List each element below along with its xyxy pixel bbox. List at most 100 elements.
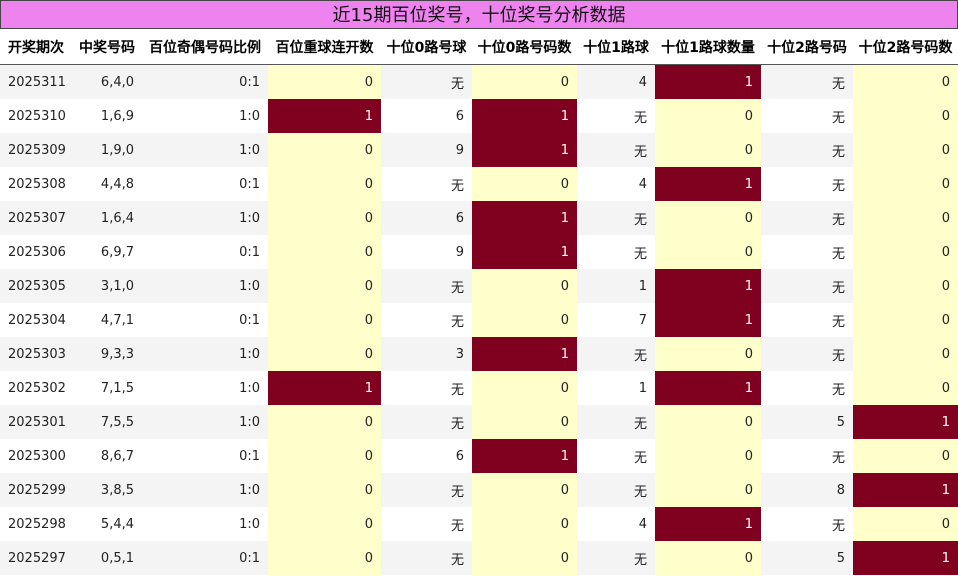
cell-hundreds-odd-even: 0:1 [239, 312, 260, 328]
cell-tens-route1-count: 0 [655, 405, 761, 439]
cell-tens-route0-ball: 无 [381, 64, 472, 99]
cell-tens-route0-ball: 6 [455, 448, 464, 464]
col-header-tens-route2-ball: 十位2路号码 [761, 29, 853, 65]
cell-winning-number: 3,1,0 [72, 269, 142, 303]
cell-tens-route2-ball: 无 [761, 133, 853, 167]
cell-tens-route0-ball: 无 [381, 541, 472, 575]
cell-tens-route2-count: 0 [853, 439, 958, 473]
cell-tens-route1-ball: 无 [577, 473, 655, 507]
cell-tens-route0-count: 0 [472, 371, 577, 405]
cell-tens-route2-count: 0 [853, 371, 958, 405]
cell-tens-route2-ball: 无 [831, 178, 845, 194]
table-row: 2025308 4,4,8 0:1 0 无 0 4 1 无 0 [0, 167, 958, 201]
cell-tens-route1-count: 0 [655, 235, 761, 269]
cell-tens-route1-count: 1 [655, 167, 761, 201]
col-header-winning-number: 中奖号码 [72, 29, 142, 65]
cell-tens-route2-ball: 5 [761, 541, 853, 575]
cell-tens-route1-count: 0 [655, 201, 761, 235]
cell-tens-route1-ball: 1 [577, 269, 655, 303]
cell-tens-route2-count: 1 [853, 473, 958, 507]
cell-tens-route2-count: 0 [853, 133, 958, 167]
cell-hundreds-odd-even: 1:0 [239, 380, 260, 396]
cell-period: 2025311 [0, 64, 72, 99]
table-row: 2025304 4,7,1 0:1 0 无 0 7 1 无 0 [0, 303, 958, 337]
cell-tens-route0-count: 0 [472, 473, 577, 507]
cell-tens-route1-ball: 7 [638, 312, 647, 328]
table-row: 2025298 5,4,4 1:0 0 无 0 4 1 无 0 [0, 507, 958, 541]
cell-tens-route2-count: 0 [853, 269, 958, 303]
cell-tens-route2-ball: 无 [761, 201, 853, 235]
cell-tens-route1-count: 1 [655, 303, 761, 337]
cell-period: 2025302 [8, 380, 66, 396]
cell-tens-route1-ball: 无 [633, 450, 647, 466]
cell-winning-number: 6,4,0 [72, 64, 142, 99]
table-row: 2025300 8,6,7 0:1 0 6 1 无 0 无 0 [0, 439, 958, 473]
cell-hundreds-odd-even: 1:0 [142, 405, 268, 439]
cell-hundreds-odd-even: 0:1 [239, 244, 260, 260]
cell-tens-route0-ball: 无 [381, 473, 472, 507]
cell-tens-route0-ball: 9 [455, 244, 464, 260]
col-header-period: 开奖期次 [0, 29, 72, 65]
cell-hundreds-repeat: 0 [268, 64, 381, 99]
cell-tens-route1-count: 1 [655, 64, 761, 99]
col-header-hundreds-repeat: 百位重球连开数 [268, 29, 381, 65]
cell-tens-route1-ball: 1 [638, 380, 647, 396]
cell-tens-route0-ball: 无 [450, 518, 464, 534]
cell-period: 2025310 [8, 108, 66, 124]
col-header-tens-route0-count: 十位0路号码数 [472, 29, 577, 65]
col-header-hundreds-odd-even: 百位奇偶号码比例 [142, 29, 268, 65]
cell-hundreds-odd-even: 0:1 [239, 448, 260, 464]
cell-tens-route0-ball: 6 [455, 108, 464, 124]
col-header-tens-route1-count: 十位1路球数量 [655, 29, 761, 65]
cell-tens-route1-count: 0 [655, 439, 761, 473]
cell-tens-route0-count: 0 [472, 507, 577, 541]
cell-hundreds-repeat: 0 [268, 507, 381, 541]
cell-winning-number: 1,9,0 [72, 133, 142, 167]
cell-tens-route0-count: 0 [472, 405, 577, 439]
cell-tens-route1-count: 1 [655, 507, 761, 541]
cell-hundreds-odd-even: 1:0 [142, 337, 268, 371]
cell-winning-number: 6,9,7 [100, 244, 134, 260]
cell-tens-route0-count: 1 [472, 235, 577, 269]
table-row: 2025301 7,5,5 1:0 0 无 0 无 0 5 1 [0, 405, 958, 439]
cell-tens-route2-count: 1 [853, 541, 958, 575]
cell-tens-route0-count: 0 [472, 303, 577, 337]
cell-winning-number: 7,1,5 [100, 380, 134, 396]
cell-tens-route1-ball: 无 [633, 110, 647, 126]
cell-tens-route2-count: 0 [853, 337, 958, 371]
cell-winning-number: 3,8,5 [72, 473, 142, 507]
cell-tens-route1-ball: 4 [638, 516, 647, 532]
cell-tens-route1-ball: 无 [577, 541, 655, 575]
cell-tens-route2-count: 0 [853, 99, 958, 133]
cell-hundreds-repeat: 0 [268, 303, 381, 337]
cell-tens-route2-count: 0 [853, 201, 958, 235]
cell-tens-route0-ball: 无 [450, 178, 464, 194]
cell-tens-route0-ball: 无 [450, 382, 464, 398]
table-row: 2025310 1,6,9 1:0 1 6 1 无 0 无 0 [0, 99, 958, 133]
cell-hundreds-repeat: 0 [268, 201, 381, 235]
cell-tens-route0-count: 0 [472, 64, 577, 99]
cell-tens-route1-count: 1 [655, 371, 761, 405]
cell-winning-number: 0,5,1 [72, 541, 142, 575]
cell-tens-route1-ball: 无 [633, 246, 647, 262]
table-row: 2025302 7,1,5 1:0 1 无 0 1 1 无 0 [0, 371, 958, 405]
cell-winning-number: 4,4,8 [100, 176, 134, 192]
cell-hundreds-repeat: 0 [268, 405, 381, 439]
cell-tens-route0-count: 1 [472, 439, 577, 473]
cell-period: 2025301 [0, 405, 72, 439]
cell-hundreds-odd-even: 1:0 [142, 473, 268, 507]
cell-tens-route2-ball: 无 [831, 314, 845, 330]
cell-period: 2025305 [0, 269, 72, 303]
table-row: 2025305 3,1,0 1:0 0 无 0 1 1 无 0 [0, 269, 958, 303]
cell-tens-route1-ball: 无 [577, 337, 655, 371]
cell-hundreds-repeat: 0 [268, 541, 381, 575]
cell-winning-number: 4,7,1 [100, 312, 134, 328]
col-header-tens-route2-count: 十位2路号码数 [853, 29, 958, 65]
table-row: 2025311 6,4,0 0:1 0 无 0 4 1 无 0 [0, 64, 958, 99]
cell-hundreds-repeat: 0 [268, 473, 381, 507]
cell-tens-route1-ball: 无 [577, 133, 655, 167]
cell-winning-number: 9,3,3 [72, 337, 142, 371]
cell-tens-route2-count: 0 [853, 507, 958, 541]
cell-tens-route1-ball: 4 [638, 176, 647, 192]
cell-tens-route1-ball: 4 [577, 64, 655, 99]
